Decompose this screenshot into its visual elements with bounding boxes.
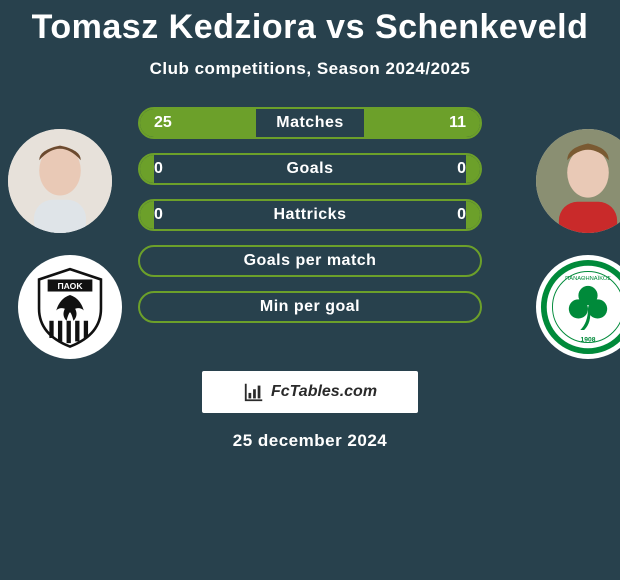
clover-badge-icon: ΠΑΝΑΘΗΝΑΪΚΟΣ 1908	[540, 259, 620, 355]
person-icon	[8, 129, 112, 233]
club-badge-right: ΠΑΝΑΘΗΝΑΪΚΟΣ 1908	[536, 255, 620, 359]
player-avatar-right	[536, 129, 620, 233]
bar-value-right: 0	[457, 201, 466, 229]
branding-text: FcTables.com	[271, 383, 377, 401]
svg-text:1908: 1908	[581, 337, 596, 344]
player-avatar-left	[8, 129, 112, 233]
bar-value-left: 25	[154, 109, 172, 137]
bar-value-left: 0	[154, 155, 163, 183]
shield-icon: ΠΑΟΚ	[27, 264, 113, 350]
bar-value-left: 0	[154, 201, 163, 229]
bar-label: Goals per match	[140, 247, 480, 275]
bar-label: Matches	[140, 109, 480, 137]
page-title: Tomasz Kedziora vs Schenkeveld	[0, 0, 620, 47]
svg-text:ΠΑΟΚ: ΠΑΟΚ	[57, 281, 83, 291]
stat-bar: Goals0 0	[138, 153, 482, 185]
bar-label: Goals	[140, 155, 480, 183]
stat-bar: Goals per match	[138, 245, 482, 277]
person-icon	[536, 129, 620, 233]
stat-bar: Matches25 11	[138, 107, 482, 139]
bar-value-right: 11	[449, 109, 466, 137]
bar-value-right: 0	[457, 155, 466, 183]
stat-bar: Hattricks0 0	[138, 199, 482, 231]
bar-label: Min per goal	[140, 293, 480, 321]
page-subtitle: Club competitions, Season 2024/2025	[0, 59, 620, 79]
stat-bar: Min per goal	[138, 291, 482, 323]
svg-text:ΠΑΝΑΘΗΝΑΪΚΟΣ: ΠΑΝΑΘΗΝΑΪΚΟΣ	[565, 275, 611, 282]
club-badge-left: ΠΑΟΚ	[18, 255, 122, 359]
branding-badge: FcTables.com	[202, 371, 418, 413]
bar-chart-icon	[243, 381, 265, 403]
stat-bars: Matches2511Goals00Hattricks00Goals per m…	[138, 107, 482, 337]
comparison-area: ΠΑΟΚ ΠΑΝΑΘΗΝΑΪΚΟΣ	[0, 107, 620, 367]
date-text: 25 december 2024	[0, 431, 620, 451]
bar-label: Hattricks	[140, 201, 480, 229]
